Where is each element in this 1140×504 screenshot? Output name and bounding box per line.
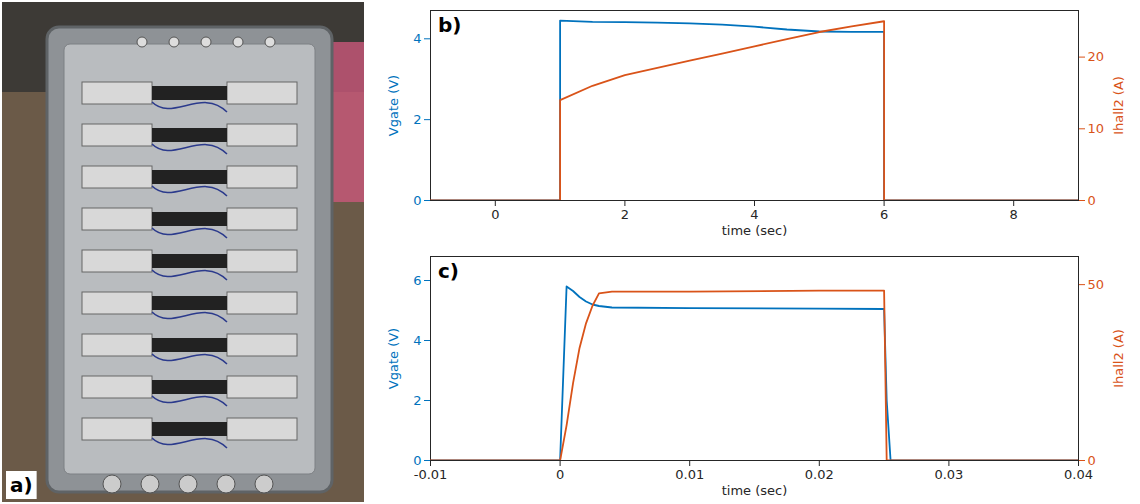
svg-text:0: 0	[413, 193, 421, 208]
svg-text:0.04: 0.04	[1064, 467, 1093, 482]
html-text:b): b)	[438, 13, 462, 37]
svg-text:0: 0	[1088, 453, 1096, 468]
svg-text:0.02: 0.02	[805, 467, 834, 482]
svg-text:0: 0	[491, 207, 499, 222]
svg-text:0.01: 0.01	[675, 467, 704, 482]
svg-text:0: 0	[1088, 193, 1096, 208]
svg-text:2: 2	[621, 207, 629, 222]
svg-text:50: 50	[1088, 277, 1105, 292]
svg-text:Ihall2 (A): Ihall2 (A)	[1111, 329, 1126, 388]
svg-text:time (sec): time (sec)	[722, 483, 788, 498]
html-text:c): c)	[438, 259, 459, 283]
svg-text:-0.01: -0.01	[414, 467, 448, 482]
svg-text:2: 2	[413, 393, 421, 408]
svg-text:8: 8	[1010, 207, 1018, 222]
svg-text:20: 20	[1088, 49, 1105, 64]
svg-text:4: 4	[413, 333, 421, 348]
svg-text:6: 6	[880, 207, 888, 222]
svg-text:10: 10	[1088, 121, 1105, 136]
svg-text:4: 4	[413, 31, 421, 46]
svg-text:time (sec): time (sec)	[722, 223, 788, 238]
svg-text:6: 6	[413, 273, 421, 288]
svg-text:Vgate (V): Vgate (V)	[386, 328, 401, 389]
svg-text:0: 0	[413, 453, 421, 468]
svg-text:2: 2	[413, 112, 421, 127]
svg-text:0: 0	[556, 467, 564, 482]
svg-text:a): a)	[10, 473, 33, 497]
svg-text:0.03: 0.03	[934, 467, 963, 482]
svg-text:4: 4	[750, 207, 758, 222]
svg-text:Ihall2 (A): Ihall2 (A)	[1111, 76, 1126, 135]
svg-text:Vgate (V): Vgate (V)	[386, 75, 401, 136]
